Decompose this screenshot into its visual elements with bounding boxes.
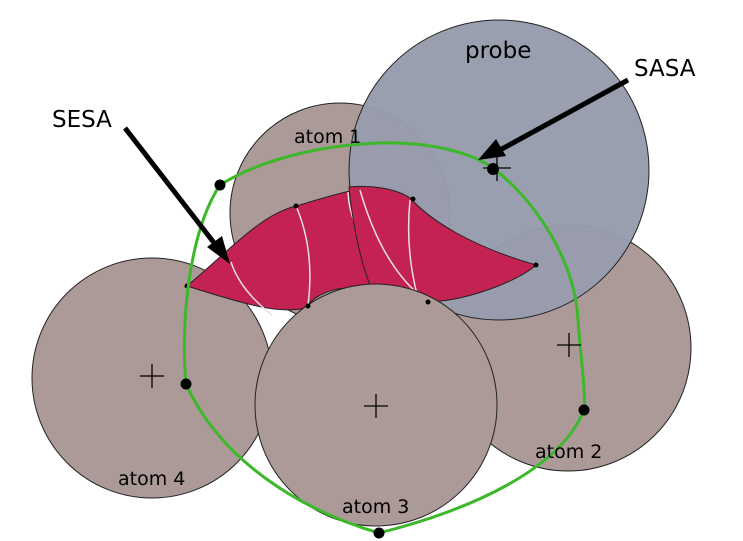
sesa-vertex	[425, 299, 431, 305]
sasa-vertex-dot	[487, 163, 499, 175]
sasa-vertex-dot	[373, 527, 385, 539]
sesa-arrowhead	[207, 236, 230, 264]
sesa-vertex	[293, 203, 299, 209]
atom-2-label: atom 2	[535, 441, 602, 463]
sasa-arrowhead	[478, 139, 506, 160]
sesa-vertex	[410, 196, 416, 202]
sesa-arc	[407, 199, 419, 299]
sasa-label: SASA	[634, 56, 696, 82]
sesa-arc	[230, 261, 273, 316]
sasa-vertex-dot	[214, 179, 226, 191]
atom-4-label: atom 4	[118, 468, 185, 490]
sesa-vertex	[533, 262, 539, 268]
sesa-label: SESA	[52, 107, 112, 133]
probe-label: probe	[465, 38, 531, 64]
sasa-vertex-dot	[578, 404, 590, 416]
sesa-region-tip	[348, 185, 537, 303]
sesa-arrow-line	[123, 126, 220, 250]
sesa-arc	[295, 205, 311, 306]
sesa-vertex	[305, 303, 311, 309]
atom-1-label: atom 1	[294, 126, 361, 148]
sasa-vertex-dot	[180, 378, 192, 390]
center-crosshair	[140, 155, 581, 418]
sasa-arrow-line	[498, 77, 630, 153]
sesa-arc	[359, 189, 419, 295]
atom-3-label: atom 3	[342, 496, 409, 518]
